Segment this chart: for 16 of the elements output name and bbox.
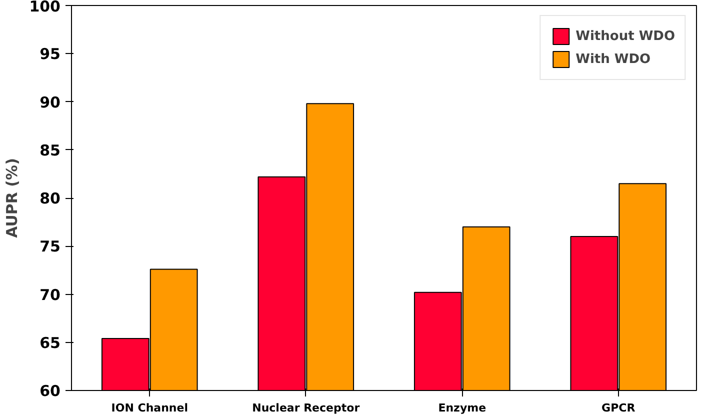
y-tick-label: 95 (40, 45, 60, 64)
y-tick-label: 75 (40, 238, 60, 256)
y-tick-label: 70 (40, 286, 60, 304)
legend-label: Without WDO (576, 28, 675, 44)
x-tick-label: GPCR (602, 402, 636, 414)
y-axis-title: AUPR (%) (3, 158, 22, 238)
y-tick-label: 85 (40, 141, 60, 160)
x-tick-label: ION Channel (111, 402, 188, 414)
x-tick-label: Enzyme (438, 402, 486, 414)
y-tick-label: 90 (40, 93, 60, 112)
y-tick-label: 65 (40, 334, 60, 352)
y-tick-label: 100 (29, 0, 60, 16)
y-tick-label: 60 (40, 382, 60, 400)
legend-label: With WDO (576, 52, 651, 66)
x-tick-label: Nuclear Receptor (252, 402, 360, 414)
y-tick-label: 80 (40, 190, 60, 208)
